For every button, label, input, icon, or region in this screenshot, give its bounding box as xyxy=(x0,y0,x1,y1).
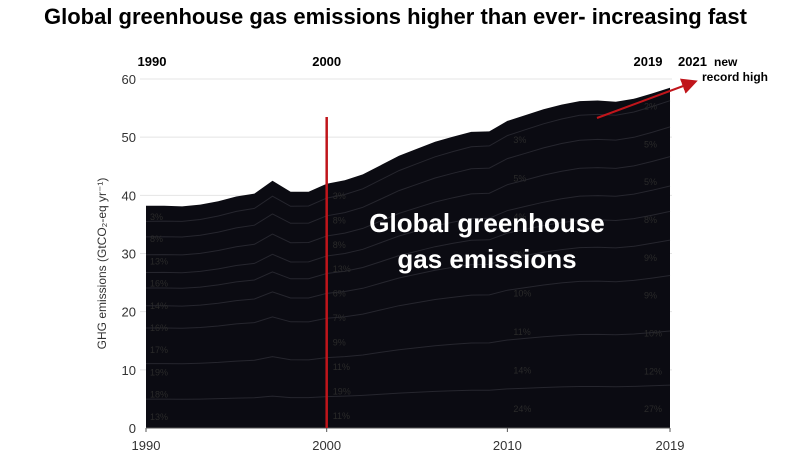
share-label: 18% xyxy=(150,390,168,400)
share-label: 13% xyxy=(150,412,168,422)
sector-boundary xyxy=(145,185,671,274)
share-label: 3% xyxy=(333,191,346,201)
x-tick-label: 2010 xyxy=(493,438,522,453)
top-year-label: 2019 xyxy=(634,54,663,69)
overlay-text-line: Global greenhouse xyxy=(369,208,605,238)
share-label: 4% xyxy=(513,212,526,222)
sector-boundary xyxy=(146,330,671,365)
annotation-new: new xyxy=(714,55,738,69)
y-tick-label: 40 xyxy=(122,188,136,203)
sector-boundary xyxy=(145,156,671,256)
chart-title: Global greenhouse gas emissions higher t… xyxy=(44,4,747,29)
top-year-label: 1990 xyxy=(138,54,167,69)
share-label: 19% xyxy=(150,367,168,377)
y-tick-label: 30 xyxy=(122,247,136,262)
sector-boundary xyxy=(146,275,671,329)
emissions-area xyxy=(146,87,670,428)
share-label: 16% xyxy=(150,279,168,289)
share-label: 24% xyxy=(513,404,531,414)
share-label: 2% xyxy=(644,102,657,112)
share-label: 17% xyxy=(150,345,168,355)
share-label: 5% xyxy=(644,177,657,187)
x-tick-label: 2000 xyxy=(312,438,341,453)
share-label: 10% xyxy=(513,289,531,299)
overlay-text-line: gas emissions xyxy=(397,244,576,274)
share-label: 11% xyxy=(333,411,350,421)
share-label: 13% xyxy=(150,256,168,266)
share-label: 14% xyxy=(513,365,531,375)
annotations: 1990 2000 2019 Global greenhouse gas emissio… xyxy=(138,54,768,428)
sector-boundary xyxy=(146,239,671,307)
sector-boundary xyxy=(146,384,671,400)
share-label: 5% xyxy=(644,139,657,149)
share-label: 3% xyxy=(150,212,163,222)
sector-boundary xyxy=(146,210,671,289)
area-layer xyxy=(145,87,671,428)
y-tick-label: 0 xyxy=(129,421,136,436)
record-high-arrow xyxy=(596,78,698,119)
share-label: 19% xyxy=(333,386,351,396)
share-label: 7% xyxy=(513,250,526,260)
share-label: 7% xyxy=(333,313,346,323)
annotation-record-high: record high xyxy=(702,70,768,84)
y-tick-label: 10 xyxy=(122,363,136,378)
share-label: 8% xyxy=(150,234,163,244)
axes: 0 10 20 30 40 50 60 1990 2000 2010 2019 GHG emissio… xyxy=(95,72,684,453)
sector-boundary xyxy=(145,126,671,238)
y-tick-label: 50 xyxy=(122,130,136,145)
share-label: 9% xyxy=(333,337,346,347)
top-year-label: 2000 xyxy=(312,54,341,69)
share-label: 27% xyxy=(644,404,662,414)
share-labels: 13% 18% 19% 17% 16% 14% 16% 13% 8% 3% 11% 19% 11% 9% 7… xyxy=(150,102,662,422)
y-axis-label: GHG emissions (GtCO₂-eq yr⁻¹) xyxy=(95,178,109,350)
share-label: 9% xyxy=(644,291,657,301)
share-label: 6% xyxy=(333,289,346,299)
share-label: 11% xyxy=(333,362,350,372)
sector-boundary xyxy=(145,100,671,222)
share-label: 8% xyxy=(333,240,346,250)
share-label: 16% xyxy=(150,323,168,333)
share-label: 10% xyxy=(644,328,662,338)
y-tick-label: 20 xyxy=(122,305,136,320)
share-label: 14% xyxy=(150,301,168,311)
share-label: 8% xyxy=(644,215,657,225)
share-label: 11% xyxy=(513,327,530,337)
share-label: 9% xyxy=(644,253,657,263)
x-tick-label: 1990 xyxy=(132,438,161,453)
annotation-year: 2021 xyxy=(678,54,707,69)
share-label: 5% xyxy=(513,173,526,183)
share-label: 13% xyxy=(333,264,351,274)
share-label: 8% xyxy=(333,215,346,225)
share-label: 3% xyxy=(513,135,526,145)
x-tick-label: 2019 xyxy=(656,438,685,453)
share-label: 12% xyxy=(644,366,662,376)
y-tick-label: 60 xyxy=(122,72,136,87)
